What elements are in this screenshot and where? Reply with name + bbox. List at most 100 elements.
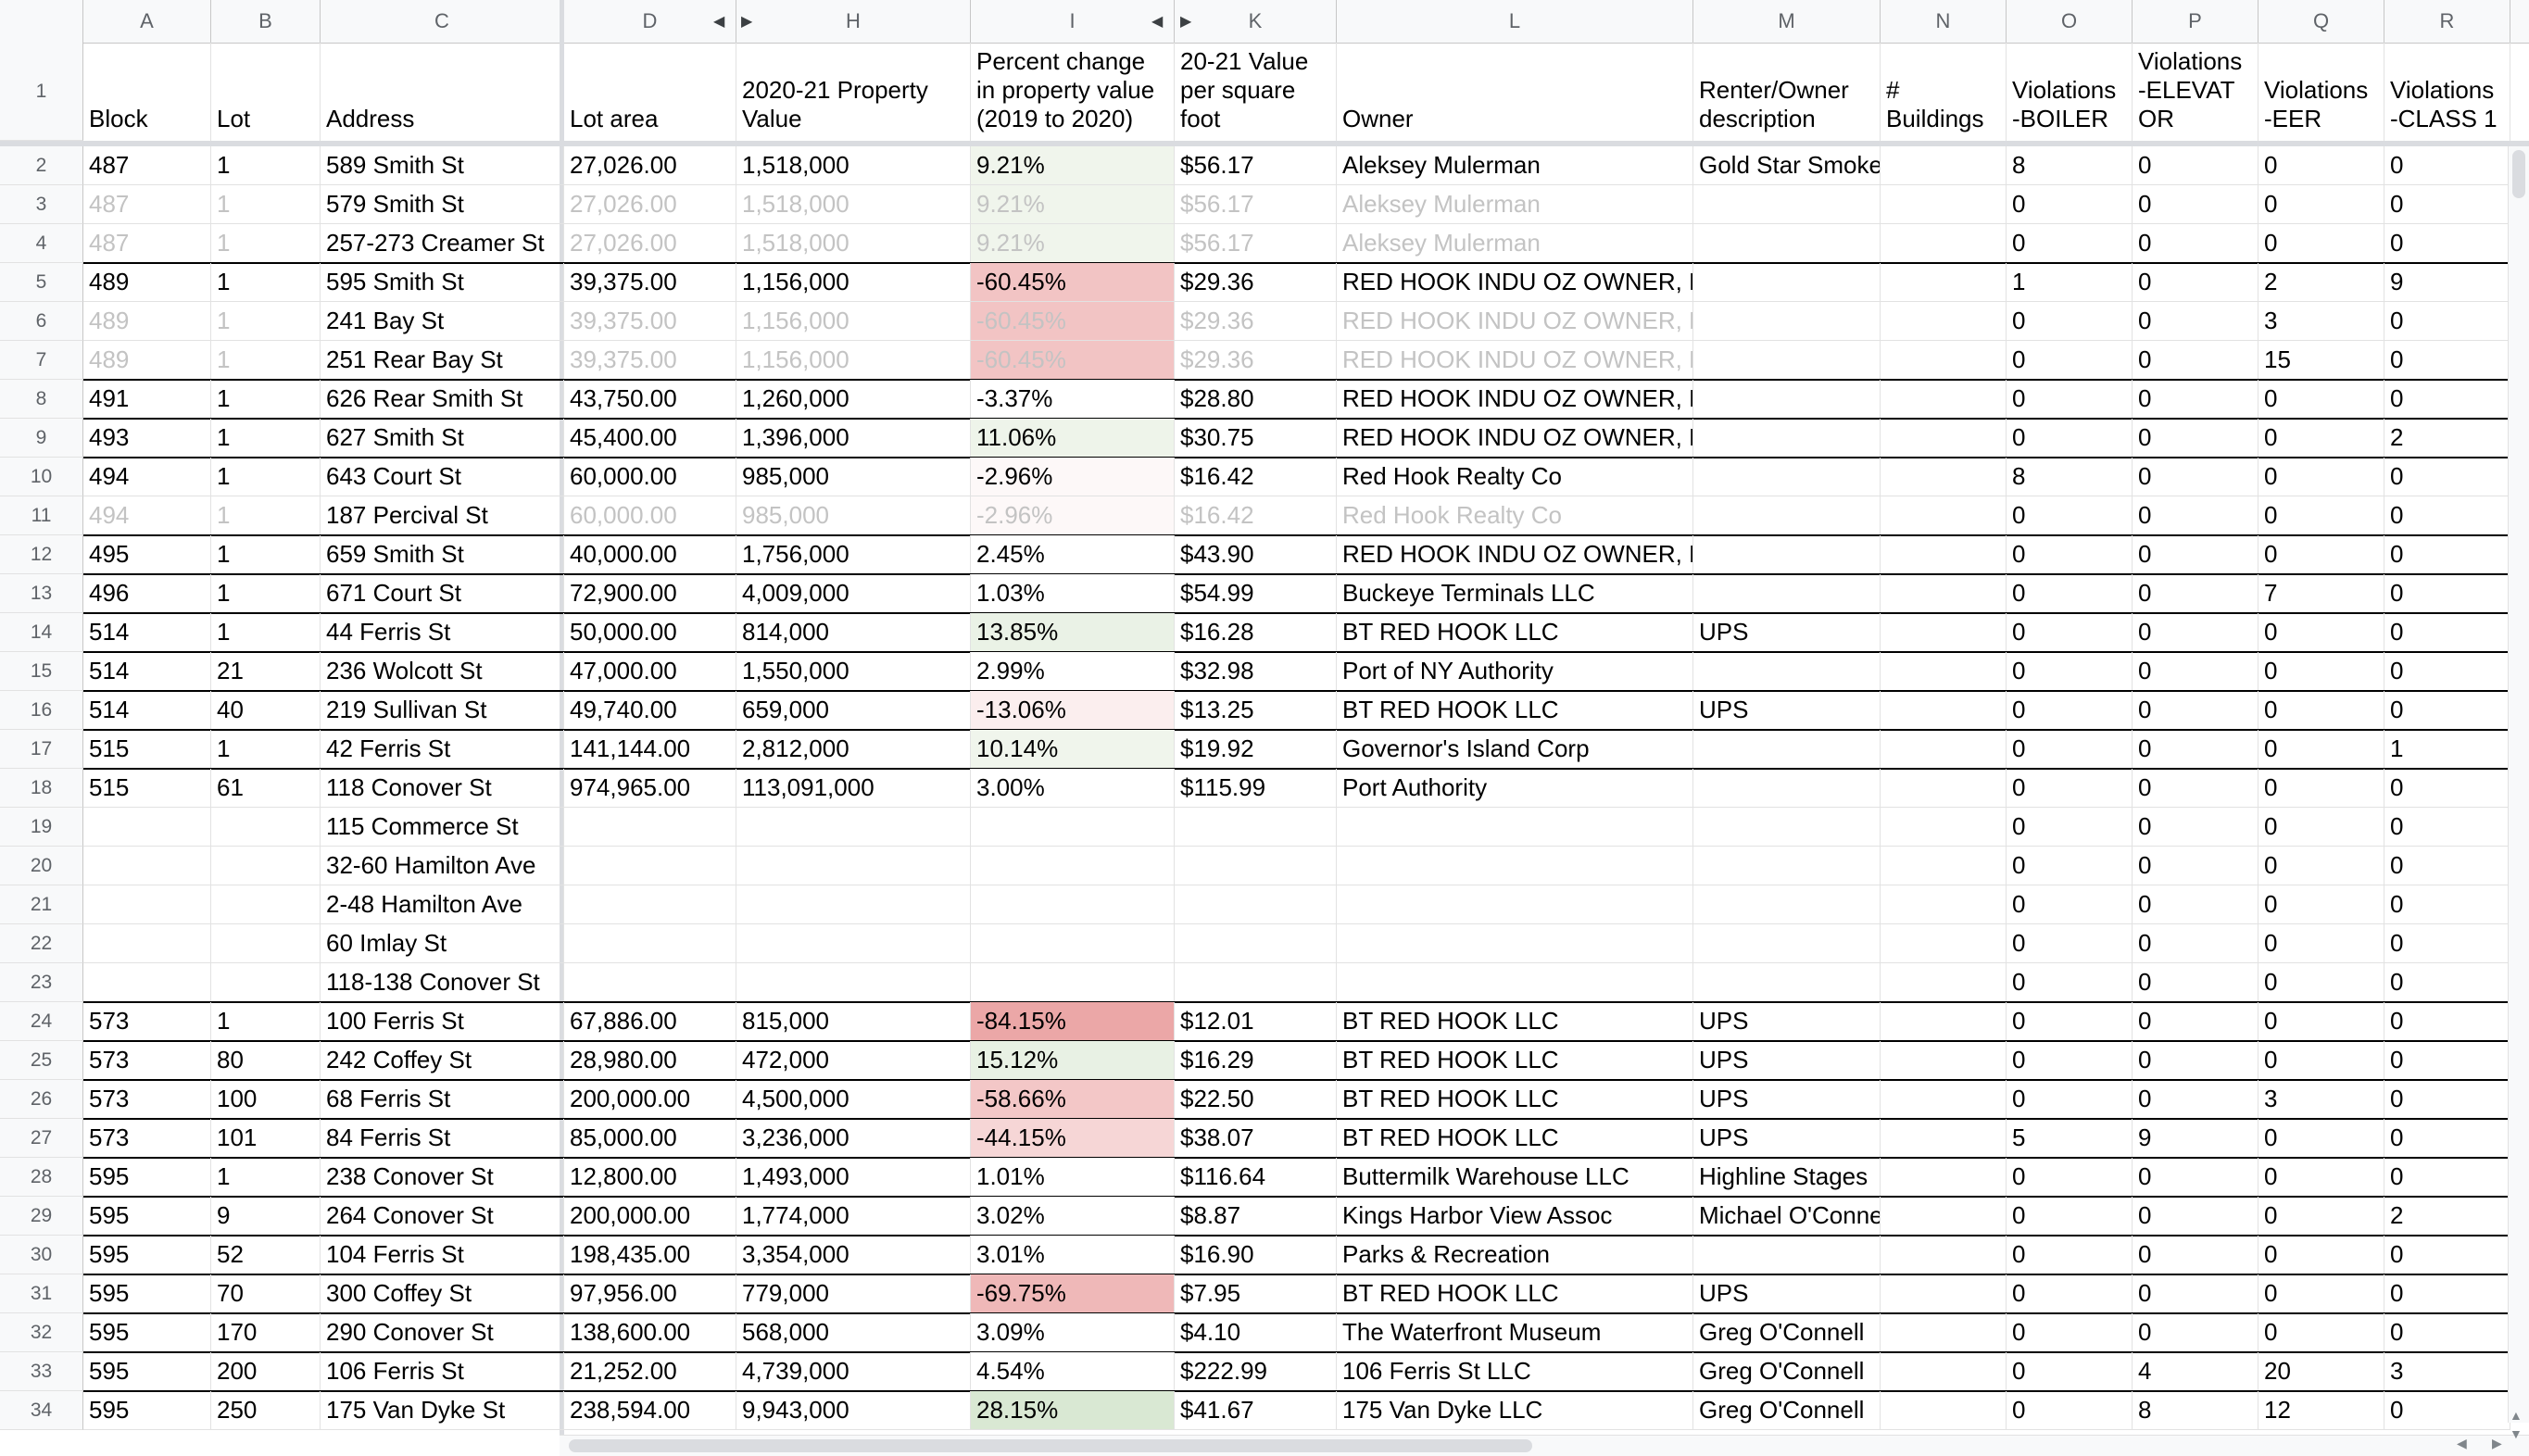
table-cell[interactable]: 97,956.00 — [564, 1274, 736, 1313]
table-cell[interactable]: 21 — [211, 652, 321, 691]
table-cell[interactable]: 67,886.00 — [564, 1002, 736, 1041]
table-cell[interactable]: 60 Imlay St — [321, 924, 564, 963]
table-cell[interactable]: 1 — [211, 458, 321, 496]
row-header[interactable]: 33 — [0, 1352, 83, 1391]
table-cell[interactable]: $19.92 — [1175, 730, 1337, 769]
table-cell[interactable]: 1,396,000 — [736, 419, 971, 458]
scroll-arrow-icon[interactable]: ▶ — [2492, 1436, 2502, 1450]
table-cell[interactable] — [1881, 496, 2007, 535]
table-cell[interactable]: 0 — [2133, 1197, 2258, 1236]
row-header[interactable]: 10 — [0, 458, 83, 496]
table-cell[interactable]: 643 Court St — [321, 458, 564, 496]
table-cell[interactable]: 70 — [211, 1274, 321, 1313]
table-cell[interactable]: 0 — [2384, 769, 2510, 808]
table-cell[interactable]: -2.96% — [971, 496, 1175, 535]
column-header-i[interactable]: I — [971, 0, 1175, 43]
table-cell[interactable]: 0 — [2384, 458, 2510, 496]
table-cell[interactable]: 0 — [2007, 1391, 2133, 1430]
table-cell[interactable] — [1693, 808, 1881, 847]
table-cell[interactable]: Parks & Recreation — [1337, 1236, 1693, 1274]
table-cell[interactable] — [1175, 847, 1337, 885]
table-cell[interactable]: UPS — [1693, 1041, 1881, 1080]
table-cell[interactable]: 0 — [2133, 341, 2258, 380]
table-cell[interactable]: 0 — [2133, 380, 2258, 419]
table-cell[interactable] — [971, 847, 1175, 885]
hidden-columns-arrow-icon[interactable]: ▶ — [741, 14, 753, 30]
table-cell[interactable]: 200 — [211, 1352, 321, 1391]
table-cell[interactable] — [1881, 1313, 2007, 1352]
table-cell[interactable]: 627 Smith St — [321, 419, 564, 458]
table-cell[interactable]: 0 — [2007, 769, 2133, 808]
table-cell[interactable]: BT RED HOOK LLC — [1337, 1080, 1693, 1119]
table-cell[interactable]: 60,000.00 — [564, 458, 736, 496]
table-cell[interactable] — [1337, 963, 1693, 1002]
table-cell[interactable]: 257-273 Creamer St — [321, 224, 564, 263]
table-cell[interactable]: 0 — [2384, 1391, 2510, 1430]
table-cell[interactable]: 0 — [2258, 963, 2384, 1002]
table-cell[interactable]: 5 — [2007, 1119, 2133, 1158]
row-header[interactable]: 1 — [0, 43, 83, 141]
table-cell[interactable]: 0 — [2007, 341, 2133, 380]
table-cell[interactable]: 1 — [211, 1002, 321, 1041]
row-header[interactable]: 27 — [0, 1119, 83, 1158]
table-cell[interactable]: 0 — [2258, 535, 2384, 574]
table-cell[interactable] — [1175, 924, 1337, 963]
table-cell[interactable]: 0 — [2258, 458, 2384, 496]
table-cell[interactable]: 251 Rear Bay St — [321, 341, 564, 380]
table-cell[interactable]: 0 — [2133, 924, 2258, 963]
table-cell[interactable]: 0 — [2007, 1313, 2133, 1352]
frozen-row-divider[interactable] — [0, 141, 2529, 146]
table-cell[interactable]: RED HOOK INDU OZ OWNER, LLC — [1337, 263, 1693, 302]
table-cell[interactable]: 573 — [83, 1041, 211, 1080]
table-cell[interactable]: 0 — [2007, 963, 2133, 1002]
table-cell[interactable]: 101 — [211, 1119, 321, 1158]
table-cell[interactable]: 0 — [2133, 1002, 2258, 1041]
table-cell[interactable] — [1881, 1236, 2007, 1274]
table-cell[interactable]: 1 — [211, 574, 321, 613]
table-cell[interactable]: 0 — [2258, 419, 2384, 458]
column-header-b[interactable]: B — [211, 0, 321, 43]
table-cell[interactable]: 242 Coffey St — [321, 1041, 564, 1080]
table-cell[interactable]: Greg O'Connell — [1693, 1313, 1881, 1352]
table-cell[interactable]: 4,500,000 — [736, 1080, 971, 1119]
table-cell[interactable]: 1 — [211, 419, 321, 458]
row-header[interactable]: 13 — [0, 574, 83, 613]
table-cell[interactable]: 0 — [2258, 380, 2384, 419]
table-cell[interactable]: 4,009,000 — [736, 574, 971, 613]
table-cell[interactable]: 595 Smith St — [321, 263, 564, 302]
table-cell[interactable] — [1881, 1274, 2007, 1313]
table-cell[interactable]: 113,091,000 — [736, 769, 971, 808]
table-cell[interactable]: Michael O'Connell — [1693, 1197, 1881, 1236]
row-header[interactable]: 22 — [0, 924, 83, 963]
table-cell[interactable]: 0 — [2133, 769, 2258, 808]
table-cell[interactable]: 568,000 — [736, 1313, 971, 1352]
table-cell[interactable]: 106 Ferris St LLC — [1337, 1352, 1693, 1391]
table-cell[interactable]: Port Authority — [1337, 769, 1693, 808]
table-cell[interactable]: 1 — [211, 496, 321, 535]
table-cell[interactable]: 1,756,000 — [736, 535, 971, 574]
table-cell[interactable]: 495 — [83, 535, 211, 574]
table-cell[interactable]: RED HOOK INDU OZ OWNER, LLC — [1337, 380, 1693, 419]
table-cell[interactable]: 104 Ferris St — [321, 1236, 564, 1274]
table-cell[interactable]: 8 — [2007, 458, 2133, 496]
table-cell[interactable]: 671 Court St — [321, 574, 564, 613]
table-cell[interactable]: 0 — [2007, 496, 2133, 535]
table-cell[interactable]: 175 Van Dyke LLC — [1337, 1391, 1693, 1430]
table-cell[interactable]: 60,000.00 — [564, 496, 736, 535]
table-cell[interactable]: 9 — [2133, 1119, 2258, 1158]
table-cell[interactable]: 100 — [211, 1080, 321, 1119]
table-cell[interactable]: 52 — [211, 1236, 321, 1274]
row-header[interactable]: 29 — [0, 1197, 83, 1236]
table-cell[interactable]: 0 — [2133, 419, 2258, 458]
table-cell[interactable]: 0 — [2258, 1236, 2384, 1274]
table-cell[interactable] — [1693, 185, 1881, 224]
table-cell[interactable] — [736, 963, 971, 1002]
table-cell[interactable] — [1693, 1236, 1881, 1274]
table-cell[interactable]: -60.45% — [971, 263, 1175, 302]
row-header[interactable]: 15 — [0, 652, 83, 691]
table-cell[interactable]: 0 — [2133, 1041, 2258, 1080]
table-cell[interactable]: 0 — [2007, 691, 2133, 730]
table-cell[interactable]: 595 — [83, 1313, 211, 1352]
table-cell[interactable]: 659 Smith St — [321, 535, 564, 574]
table-cell[interactable]: 12 — [2258, 1391, 2384, 1430]
